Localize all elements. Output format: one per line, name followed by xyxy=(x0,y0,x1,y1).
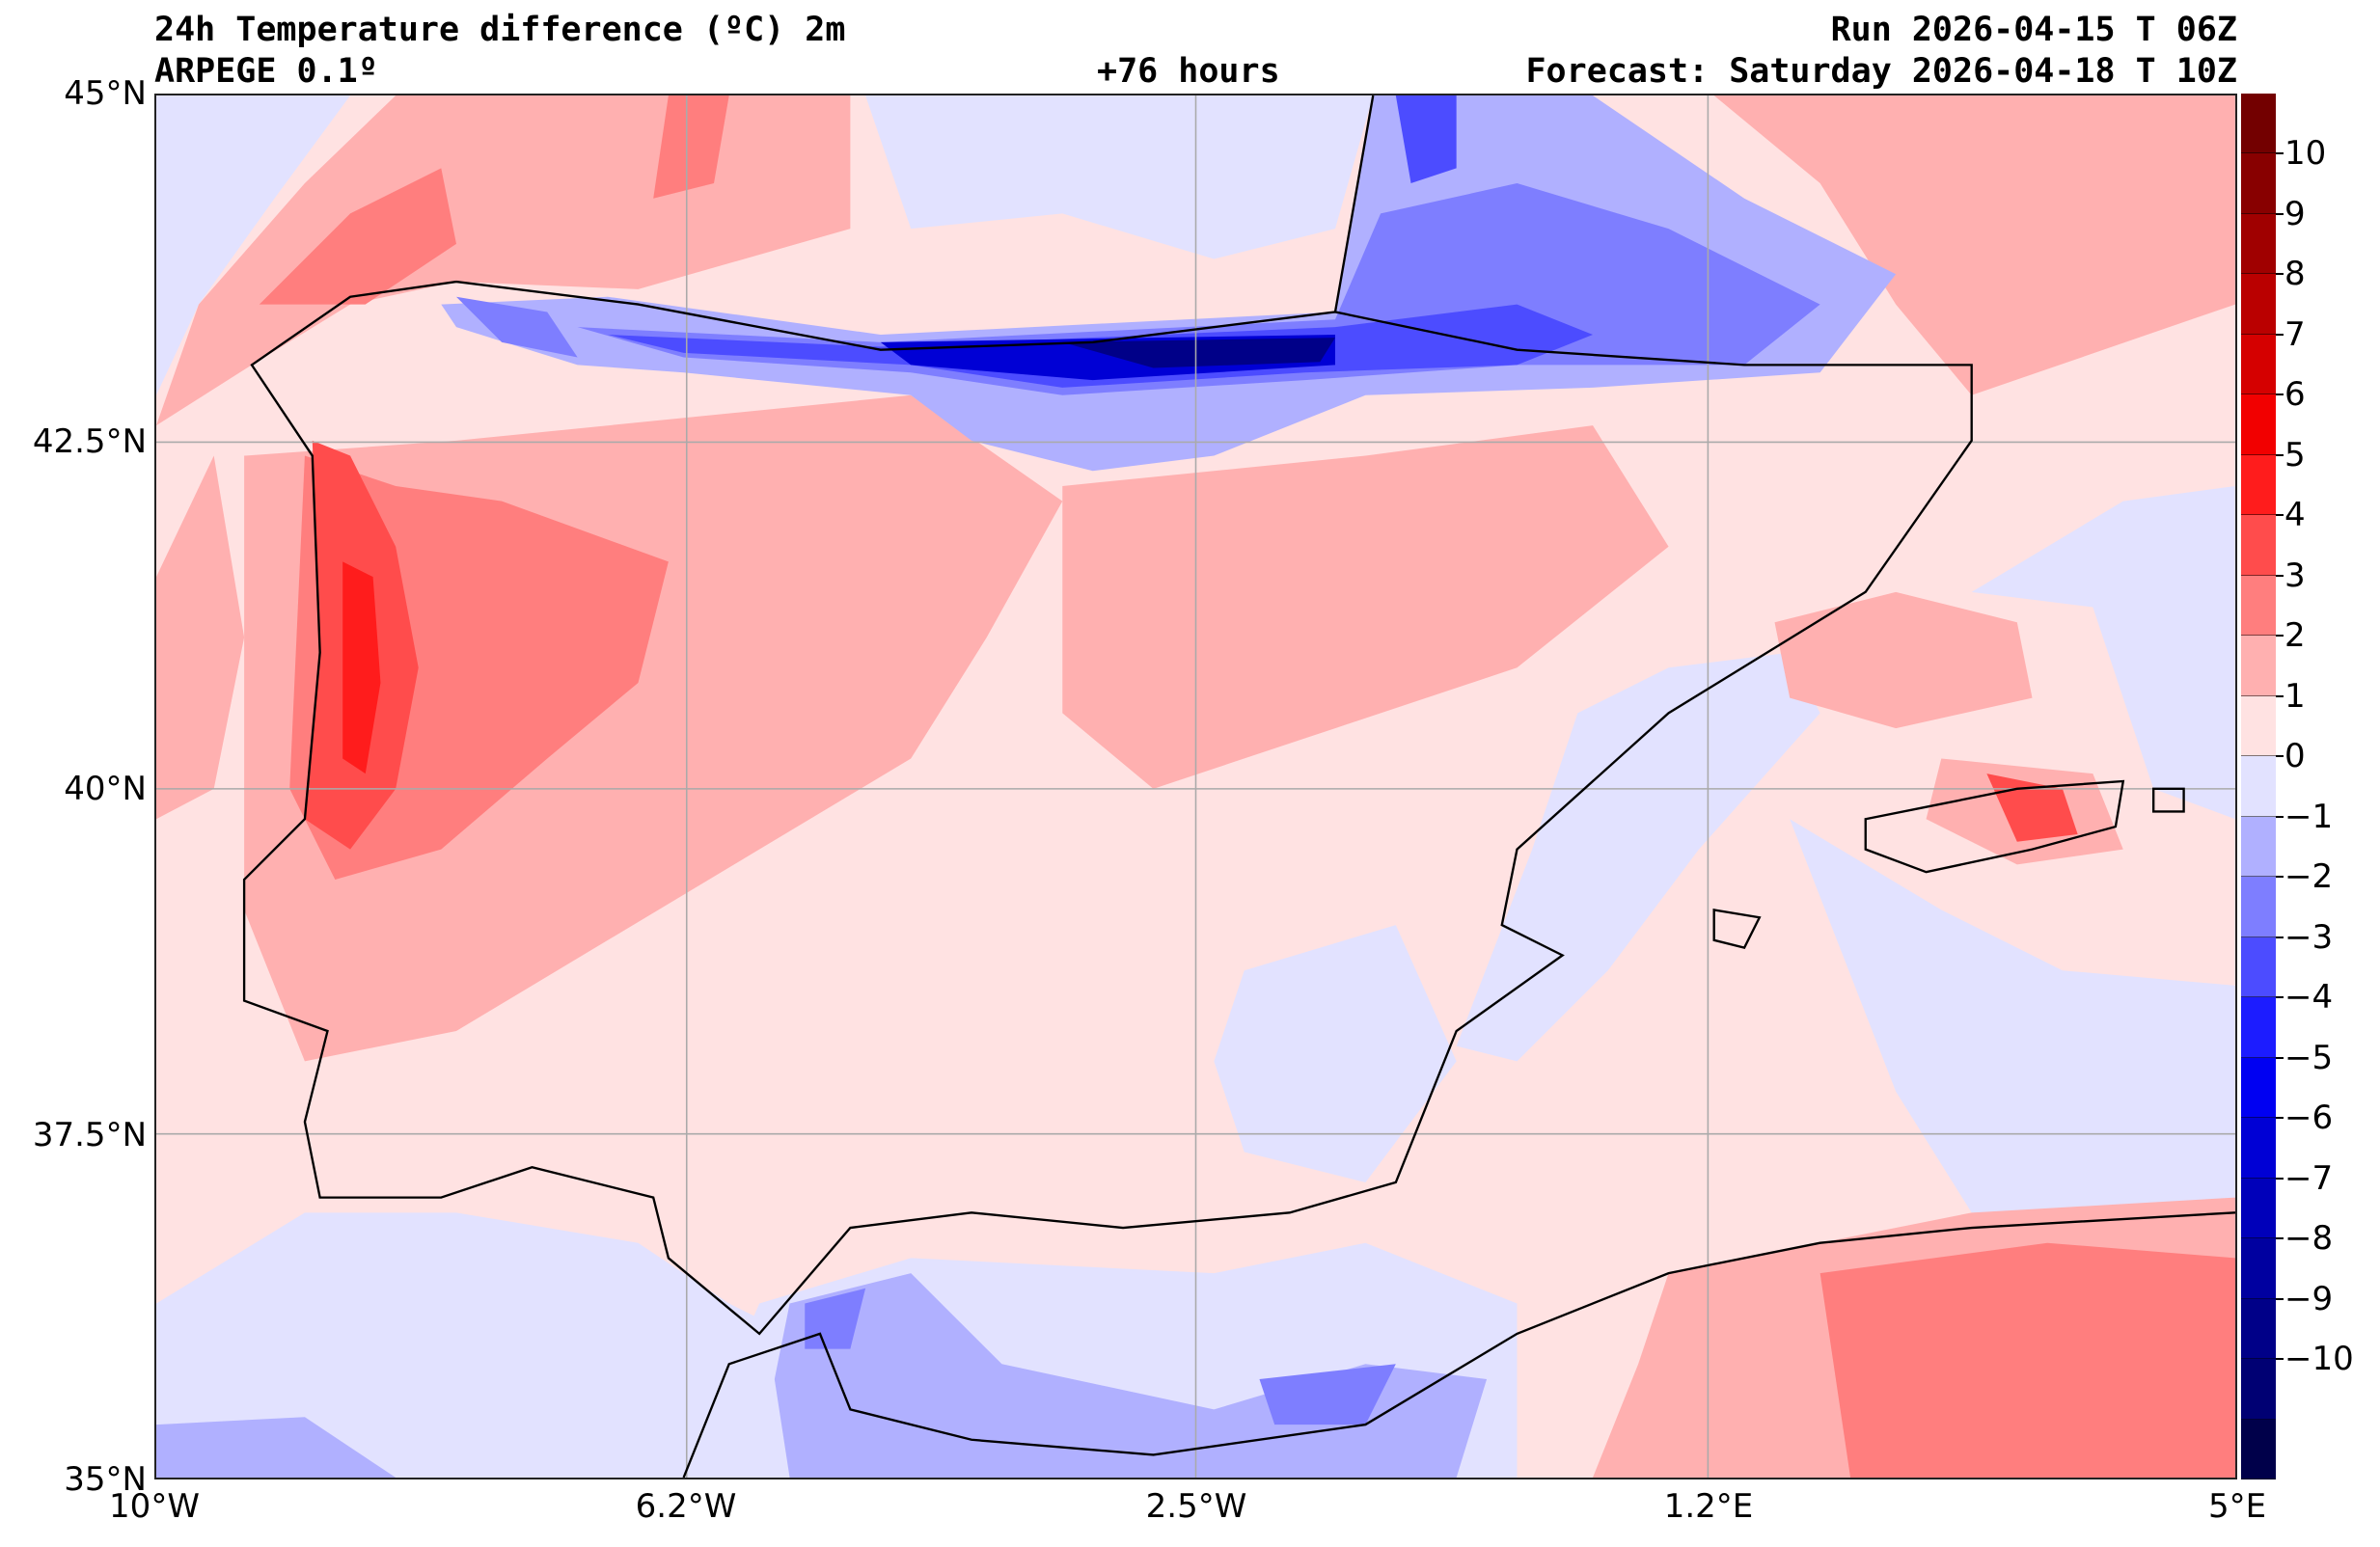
colorbar-tick xyxy=(2276,1358,2284,1361)
colorbar-label: 9 xyxy=(2284,194,2306,233)
colorbar-segment xyxy=(2241,936,2276,998)
colorbar-segment xyxy=(2241,636,2276,696)
colorbar-tick xyxy=(2276,333,2284,336)
colorbar-segment xyxy=(2241,997,2276,1058)
colorbar-segment xyxy=(2241,816,2276,878)
colorbar-label: 5 xyxy=(2284,435,2306,475)
colorbar-segment xyxy=(2241,153,2276,214)
colorbar-segment xyxy=(2241,1359,2276,1420)
colorbar-tick xyxy=(2276,815,2284,818)
colorbar-tick xyxy=(2276,876,2284,879)
colorbar-label: 3 xyxy=(2284,556,2306,595)
colorbar-segment xyxy=(2241,1178,2276,1239)
colorbar-tick xyxy=(2276,273,2284,276)
colorbar-tick xyxy=(2276,635,2284,638)
colorbar-label: −7 xyxy=(2284,1158,2334,1198)
lat-label-45n: 45°N xyxy=(64,74,147,113)
colorbar-tick xyxy=(2276,936,2284,938)
colorbar-tick xyxy=(2276,1117,2284,1120)
colorbar-segment xyxy=(2241,394,2276,455)
colorbar-label: −5 xyxy=(2284,1038,2334,1077)
colorbar-segment xyxy=(2241,877,2276,937)
lon-label-5e: 5°E xyxy=(2207,1487,2267,1526)
model-name: ARPEGE 0.1º xyxy=(154,52,378,91)
colorbar-segment xyxy=(2241,1419,2276,1480)
gridlines xyxy=(156,95,2235,1478)
lat-label-37-5n: 37.5°N xyxy=(32,1116,147,1154)
colorbar-segment xyxy=(2241,575,2276,637)
coastlines xyxy=(242,95,2235,1478)
colorbar-label: −8 xyxy=(2284,1219,2334,1259)
colorbar-tick xyxy=(2276,996,2284,999)
colorbar-label: −6 xyxy=(2284,1099,2334,1138)
temperature-difference-map xyxy=(154,94,2237,1479)
colorbar-label: −1 xyxy=(2284,797,2334,836)
colorbar-segment xyxy=(2241,1118,2276,1179)
colorbar-segment xyxy=(2241,1057,2276,1119)
colorbar-tick xyxy=(2276,755,2284,758)
colorbar-label: −4 xyxy=(2284,978,2334,1018)
colorbar-label: 10 xyxy=(2284,134,2327,174)
map-title: 24h Temperature difference (ºC) 2m xyxy=(154,11,846,49)
colorbar xyxy=(2241,94,2276,1480)
colorbar-label: −9 xyxy=(2284,1279,2334,1318)
colorbar-tick xyxy=(2276,1056,2284,1059)
lon-label-6-2w: 6.2°W xyxy=(635,1487,737,1526)
map-canvas xyxy=(156,95,2235,1478)
run-time: Run 2026-04-15 T 06Z xyxy=(1830,11,2237,49)
field-pos4 xyxy=(342,561,381,774)
colorbar-segment xyxy=(2241,1238,2276,1299)
colorbar-label: 2 xyxy=(2284,616,2306,656)
colorbar-segment xyxy=(2241,274,2276,335)
lon-label-10w: 10°W xyxy=(109,1487,200,1526)
colorbar-tick xyxy=(2276,1177,2284,1180)
lat-label-35n: 35°N xyxy=(64,1460,147,1499)
colorbar-tick xyxy=(2276,694,2284,697)
lat-label-42-5n: 42.5°N xyxy=(32,422,147,461)
lead-time: +76 hours xyxy=(1097,52,1280,91)
field-negative-south xyxy=(156,1273,1488,1478)
colorbar-segment xyxy=(2241,756,2276,817)
colorbar-tick xyxy=(2276,152,2284,155)
colorbar-label: −2 xyxy=(2284,857,2334,897)
colorbar-segment xyxy=(2241,213,2276,275)
colorbar-tick xyxy=(2276,514,2284,517)
colorbar-segment xyxy=(2241,1298,2276,1360)
colorbar-segment xyxy=(2241,454,2276,516)
colorbar-label: −3 xyxy=(2284,917,2334,957)
colorbar-label: 4 xyxy=(2284,496,2306,535)
lon-label-1-2e: 1.2°E xyxy=(1663,1487,1754,1526)
colorbar-segment xyxy=(2241,695,2276,757)
colorbar-segment xyxy=(2241,334,2276,395)
colorbar-label: 1 xyxy=(2284,676,2306,716)
colorbar-segment xyxy=(2241,515,2276,576)
lat-label-40n: 40°N xyxy=(64,770,147,808)
lon-label-2-5w: 2.5°W xyxy=(1145,1487,1247,1526)
colorbar-tick xyxy=(2276,1237,2284,1240)
colorbar-label: 0 xyxy=(2284,737,2306,776)
colorbar-tick xyxy=(2276,1297,2284,1300)
colorbar-tick xyxy=(2276,574,2284,577)
colorbar-tick xyxy=(2276,394,2284,396)
colorbar-label: 7 xyxy=(2284,314,2306,354)
colorbar-label: −10 xyxy=(2284,1340,2354,1379)
colorbar-label: 6 xyxy=(2284,375,2306,415)
colorbar-segment xyxy=(2241,94,2276,154)
forecast-time: Forecast: Saturday 2026-04-18 T 10Z xyxy=(1525,52,2237,91)
colorbar-label: 8 xyxy=(2284,255,2306,294)
colorbar-tick xyxy=(2276,453,2284,456)
colorbar-tick xyxy=(2276,212,2284,215)
